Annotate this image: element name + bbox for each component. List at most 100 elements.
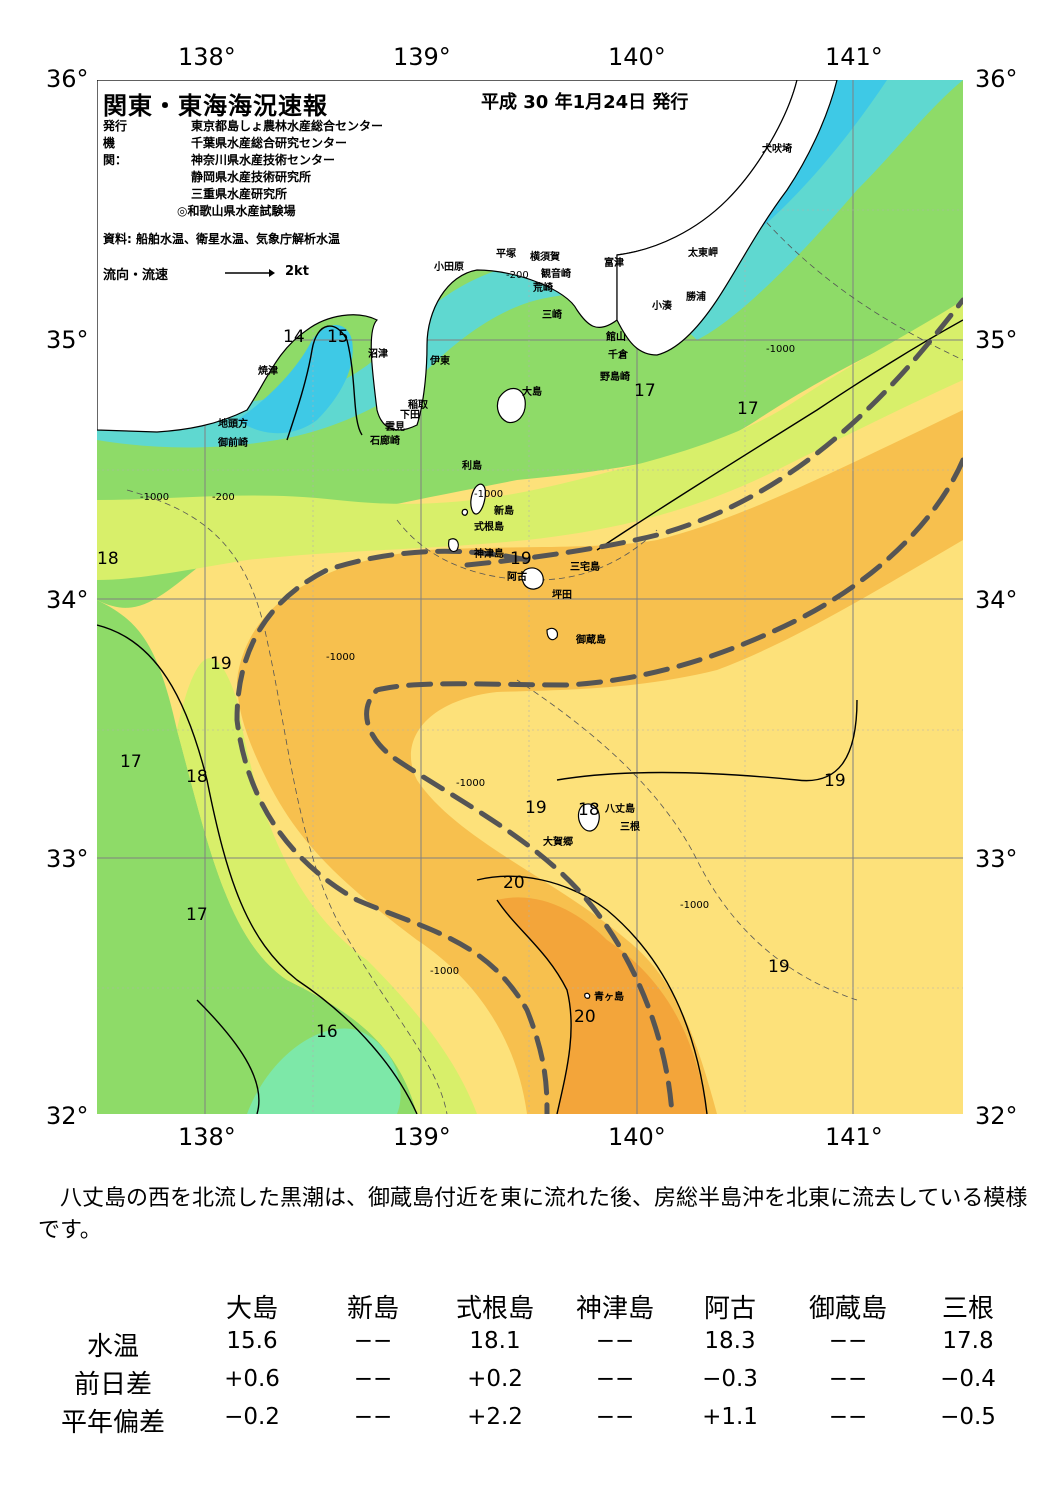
place-label: 平塚 [496, 249, 516, 260]
table-cell: −− [353, 1328, 393, 1354]
isotherm-label: 20 [503, 873, 525, 893]
lat-label-left-34: 34° [46, 586, 89, 614]
place-label: 三宅島 [570, 562, 600, 573]
place-label: 坪田 [552, 590, 572, 601]
row-label: 水温 [86, 1332, 139, 1362]
lat-label-left-36: 36° [46, 65, 89, 93]
station-header: 新島 [346, 1294, 399, 1324]
lat-label-left-35: 35° [46, 326, 89, 354]
lon-label-top-139: 139° [393, 43, 451, 71]
agency-item: 東京都島しょ農林水産総合センター [191, 119, 384, 133]
table-cell: +0.6 [224, 1366, 280, 1392]
place-label: 阿古 [507, 572, 527, 583]
table-cell: −− [828, 1328, 868, 1354]
arrow-icon [225, 269, 275, 277]
depth-label: -1000 [430, 966, 460, 977]
place-label: 千倉 [608, 350, 628, 361]
place-label: 三崎 [542, 310, 562, 321]
zone-20-kuroshio [237, 410, 963, 1114]
place-label: 御前崎 [218, 438, 248, 449]
depth-label: -1000 [680, 900, 710, 911]
isotherm-label: 17 [634, 381, 656, 401]
table-cell: −− [595, 1366, 635, 1392]
place-label: 稲取 [408, 400, 428, 411]
isotherm-label: 19 [768, 957, 790, 977]
lat-label-right-34: 34° [975, 586, 1018, 614]
isotherms [97, 319, 963, 1114]
depth-label: -1000 [456, 778, 486, 789]
isotherm-label: 17 [186, 905, 208, 925]
station-header: 御蔵島 [808, 1294, 887, 1324]
table-cell: −− [353, 1366, 393, 1392]
table-cell: −0.2 [224, 1404, 280, 1430]
isotherm-label: 19 [510, 549, 532, 569]
isotherm-label: 18 [97, 549, 119, 569]
place-label: 沼津 [368, 349, 388, 360]
isotherm-label: 17 [737, 399, 759, 419]
place-label: 犬吠埼 [762, 144, 792, 155]
lon-label-bottom-141: 141° [825, 1123, 883, 1151]
zone-18-southwest [177, 658, 477, 1114]
place-label: 勝浦 [686, 292, 706, 303]
map-title-block: 関東・東海海況速報 [103, 86, 328, 121]
depth-label: -1000 [474, 489, 504, 500]
place-label: 式根島 [474, 522, 504, 533]
agency-item: ◎和歌山県水産試験場 [177, 204, 296, 218]
row-label: 前日差 [73, 1370, 152, 1400]
lon-label-bottom-140: 140° [608, 1123, 666, 1151]
isotherm-label: 18 [186, 767, 208, 787]
zone-17-southwest [97, 600, 417, 1114]
table-cell: −− [828, 1404, 868, 1430]
land [97, 80, 838, 999]
station-header: 三根 [941, 1294, 994, 1324]
lon-label-top-140: 140° [608, 43, 666, 71]
lat-label-right-33: 33° [975, 845, 1018, 873]
depth-label: -200 [506, 270, 529, 281]
map-title: 関東・東海海況速報 [103, 92, 328, 120]
place-label: 下田 [400, 410, 420, 421]
station-header: 神津島 [575, 1294, 654, 1324]
isotherm-label: 14 [283, 327, 305, 347]
summary-body: 八丈島の西を北流した黒潮は、御蔵島付近を東に流れた後、房総半島沖を北東に流去して… [38, 1186, 1028, 1243]
table-cell: 18.3 [704, 1328, 756, 1354]
lat-label-right-32: 32° [975, 1102, 1018, 1130]
lat-label-right-35: 35° [975, 326, 1018, 354]
isotherm-label: 17 [120, 752, 142, 772]
land-niijima [470, 483, 486, 515]
table-cell: −− [595, 1404, 635, 1430]
lon-label-top-138: 138° [178, 43, 236, 71]
place-label: 大島 [522, 387, 542, 398]
place-label: 横須賀 [530, 252, 560, 263]
isotherm-label: 16 [316, 1022, 338, 1042]
place-label: 青ヶ島 [594, 992, 624, 1003]
place-label: 石廊崎 [370, 436, 400, 447]
kuroshio-axis [234, 297, 963, 1114]
place-label: 富津 [604, 258, 624, 269]
row-label: 平年偏差 [60, 1408, 165, 1438]
zone-14-coast [237, 325, 353, 434]
depth-contours [126, 199, 963, 1114]
land-aogashima [584, 992, 591, 999]
place-label: 地頭方 [218, 419, 248, 430]
lon-label-bottom-138: 138° [178, 1123, 236, 1151]
place-label: 神津島 [474, 549, 504, 560]
sea-temperature-map [97, 80, 963, 1114]
place-label: 小湊 [652, 301, 672, 312]
minor-graticule [97, 80, 963, 1114]
table-cell: −− [828, 1366, 868, 1392]
place-label: 大賀郷 [543, 837, 573, 848]
station-header: 阿古 [703, 1294, 756, 1324]
summary-text: 八丈島の西を北流した黒潮は、御蔵島付近を東に流れた後、房総半島沖を北東に流去して… [38, 1183, 1028, 1247]
map-svg [97, 80, 963, 1114]
place-label: 利島 [462, 461, 482, 472]
table-cell: +0.2 [467, 1366, 523, 1392]
table-cell: 15.6 [226, 1328, 278, 1354]
place-label: 三根 [620, 822, 640, 833]
zone-21-core [497, 897, 707, 1114]
current-legend: 流向・流速 2kt [103, 264, 309, 283]
land-boso [616, 80, 838, 356]
legend-speed: 2kt [285, 264, 309, 279]
depth-label: -1000 [766, 344, 796, 355]
isotherm-label: 19 [525, 798, 547, 818]
place-label: 新島 [494, 506, 514, 517]
